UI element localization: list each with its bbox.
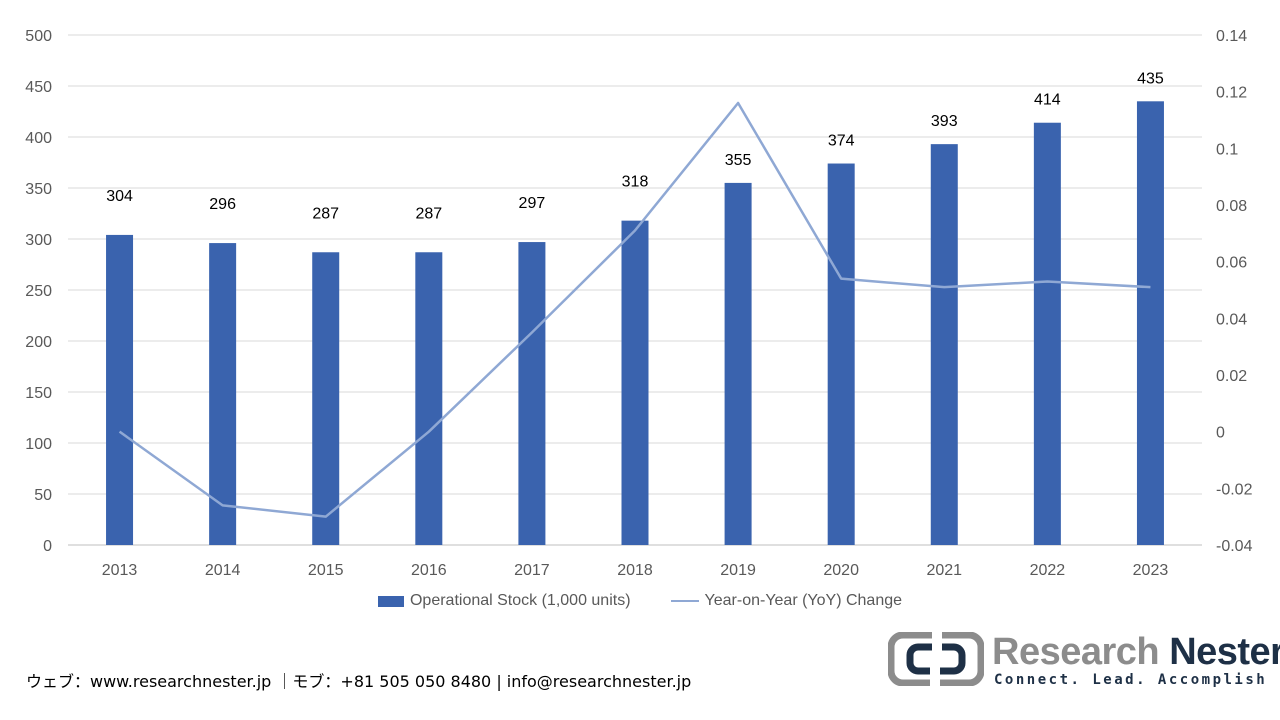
bar [621,220,649,545]
right-tick-label: 0.04 [1216,311,1247,328]
left-tick-label: 300 [25,232,52,249]
left-tick-label: 400 [25,130,52,147]
right-tick-label: 0 [1216,425,1225,442]
footer-contact: ウェブ：www.researchnester.jp ｜モブ：+81 505 05… [26,672,692,691]
logo-mark-icon [888,632,984,686]
data-label: 287 [415,205,442,222]
bar [724,182,752,545]
x-tick-label: 2013 [102,562,138,579]
legend-bar-swatch [377,595,404,607]
bar [1136,101,1164,546]
left-tick-label: 0 [43,538,52,555]
right-tick-label: 0.12 [1216,85,1247,102]
logo-word-nester: Nester [1169,631,1280,673]
x-tick-label: 2017 [514,562,550,579]
right-tick-label: 0.14 [1216,28,1247,45]
data-label: 435 [1137,70,1164,87]
data-label: 297 [519,195,546,212]
data-label: 304 [106,188,133,205]
left-axis-ticks: 0 50 100 150 200 250 300 350 400 450 500 [25,28,52,555]
right-tick-label: 0.06 [1216,255,1247,272]
right-axis-ticks: -0.04 -0.02 0 0.02 0.04 0.06 0.08 0.1 0.12 0.14 [1216,28,1253,555]
right-tick-label: -0.02 [1216,481,1253,498]
bar [1033,122,1061,545]
legend-bar-label: Operational Stock (1,000 units) [409,592,631,609]
logo-tagline: Connect. Lead. Accomplish [994,672,1268,688]
legend: Operational Stock (1,000 units) Year-on-… [0,592,1280,610]
bar [827,163,855,545]
chart: 304 296 287 287 297 318 355 374 393 414 435 0 50 100… [25,28,1253,579]
data-label: 318 [622,174,649,191]
data-label: 374 [828,133,855,150]
left-tick-label: 450 [25,79,52,96]
bar [518,242,546,545]
logo-title: Research Nester [992,630,1280,674]
bar [312,252,340,545]
bar [930,144,958,545]
data-label: 287 [312,205,339,222]
data-label: 393 [931,113,958,130]
data-label: 296 [209,196,236,213]
line-series [118,101,1151,518]
left-tick-label: 350 [25,181,52,198]
left-tick-label: 50 [34,487,52,504]
right-tick-label: 0.08 [1216,198,1247,215]
legend-line-label: Year-on-Year (YoY) Change [704,592,903,609]
yoy-line [118,101,1151,518]
logo-word-research: Research [992,631,1160,673]
x-tick-label: 2020 [823,562,859,579]
right-tick-label: -0.04 [1216,538,1253,555]
bar [415,252,443,545]
left-tick-label: 200 [25,334,52,351]
right-tick-label: 0.02 [1216,368,1247,385]
logo: Research Nester Connect. Lead. Accomplis… [888,630,1280,690]
x-tick-label: 2016 [411,562,447,579]
legend-item-bar[interactable]: Operational Stock (1,000 units) [377,592,631,610]
left-tick-label: 100 [25,436,52,453]
x-axis-ticks: 2013 2014 2015 2016 2017 2018 2019 2020 2021 2022… [102,562,1169,579]
legend-line-swatch [670,600,699,602]
data-label: 414 [1034,92,1061,109]
x-tick-label: 2023 [1133,562,1169,579]
x-tick-label: 2015 [308,562,344,579]
data-labels: 304 296 287 287 297 318 355 374 393 414 435 [106,70,1164,222]
x-tick-label: 2019 [720,562,756,579]
bar [106,234,134,546]
x-tick-label: 2018 [617,562,653,579]
left-tick-label: 250 [25,283,52,300]
right-tick-label: 0.1 [1216,141,1238,158]
bar-series [106,101,1164,546]
x-tick-label: 2021 [926,562,962,579]
left-tick-label: 150 [25,385,52,402]
bar [209,243,237,545]
data-label: 355 [725,152,752,169]
x-tick-label: 2014 [205,562,241,579]
left-tick-label: 500 [25,28,52,45]
legend-item-line[interactable]: Year-on-Year (YoY) Change [670,592,903,610]
x-tick-label: 2022 [1030,562,1066,579]
